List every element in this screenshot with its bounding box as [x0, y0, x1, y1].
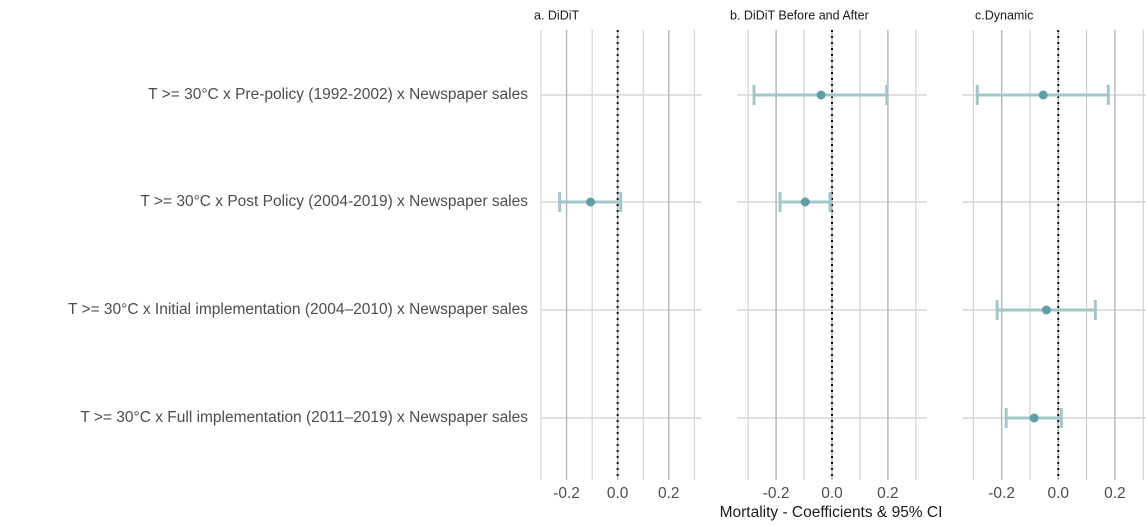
- x-tick-label: 0.0: [821, 485, 843, 502]
- x-tick-label: -0.2: [988, 485, 1015, 502]
- point-estimate: [800, 197, 810, 207]
- category-label: T >= 30°C x Initial implementation (2004…: [68, 301, 528, 318]
- point-estimate: [586, 197, 596, 207]
- x-tick-label: 0.2: [877, 485, 899, 502]
- x-tick-label: 0.2: [1104, 485, 1126, 502]
- point-estimate: [1038, 90, 1048, 100]
- x-tick-label: 0.2: [658, 485, 680, 502]
- category-label: T >= 30°C x Post Policy (2004-2019) x Ne…: [140, 193, 528, 210]
- x-axis-label: Mortality - Coefficients & 95% CI: [720, 504, 943, 521]
- point-estimate: [1029, 413, 1039, 423]
- panel-title: c.Dynamic: [975, 8, 1033, 22]
- x-tick-label: 0.0: [1047, 485, 1069, 502]
- panel-title: a. DiDiT: [534, 8, 580, 22]
- category-label: T >= 30°C x Pre-policy (1992-2002) x New…: [148, 86, 528, 103]
- panel-title: b. DiDiT Before and After: [730, 8, 869, 22]
- x-tick-label: -0.2: [763, 485, 790, 502]
- category-label: T >= 30°C x Full implementation (2011–20…: [80, 409, 528, 426]
- x-tick-label: -0.2: [553, 485, 580, 502]
- point-estimate: [1041, 305, 1051, 315]
- point-estimate: [816, 90, 826, 100]
- x-tick-label: 0.0: [607, 485, 629, 502]
